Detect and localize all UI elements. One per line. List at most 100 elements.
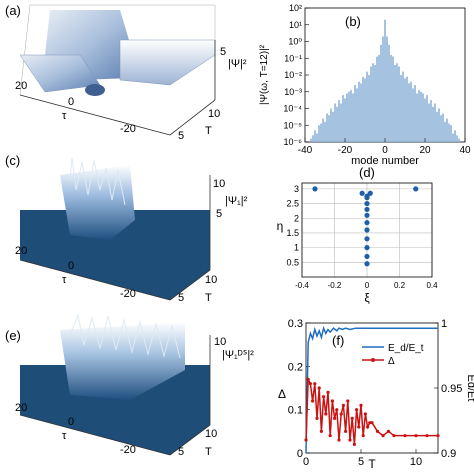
chart-f-ytick-left-label: 0 — [297, 448, 303, 460]
chart-f-xtick-label: 0 — [303, 456, 309, 468]
chart-b-ytick-label: 10² — [289, 3, 302, 13]
chart-d-point — [364, 245, 370, 251]
chart-b-bar — [316, 133, 318, 142]
chart-b-bar — [314, 130, 316, 142]
chart-b-bar — [354, 85, 356, 142]
panel-a-zlabel: |Ψ|² — [228, 58, 247, 70]
chart-b-ytick-label: 10⁻¹ — [284, 53, 302, 63]
chart-b-bar — [388, 44, 390, 142]
chart-b-bar — [446, 118, 448, 142]
panel-c-xlabel: τ — [62, 274, 67, 286]
chart-f-ylabel-left: Δ — [278, 387, 286, 401]
chart-f-series-point — [304, 438, 308, 442]
chart-b-bar — [432, 106, 434, 142]
panel-e-xtick-2: -20 — [120, 444, 136, 456]
chart-b-bar — [438, 108, 440, 142]
chart-b-bar — [422, 93, 424, 142]
panel-e-ylabel: T — [205, 446, 212, 458]
chart-b-xlabel: mode number — [351, 155, 419, 165]
chart-b-panel-label: (b) — [345, 14, 361, 29]
chart-b-xtick-label: 40 — [459, 145, 471, 156]
chart-d-point — [413, 186, 419, 192]
chart-f-series-point — [357, 425, 361, 429]
chart-f-series-point — [315, 416, 319, 420]
chart-b-bar — [372, 63, 374, 142]
chart-b: 10⁻⁶ 10⁻⁵ 10⁻⁴ 10⁻³ 10⁻² 10⁻¹ 10⁰ 10¹ 10² -40 -20 0… — [259, 3, 471, 165]
panel-e-xlabel: τ — [62, 430, 67, 442]
chart-d-point — [364, 253, 370, 260]
chart-b-bar — [328, 115, 330, 142]
chart-b-bar — [420, 91, 422, 142]
chart-f-ytick-left-label: 0.2 — [288, 361, 303, 373]
chart-b-bar — [452, 133, 454, 142]
chart-b-bar — [402, 71, 404, 142]
panel-c-zlabel: |Ψ₁|² — [225, 195, 248, 207]
chart-b-bar — [368, 75, 370, 142]
chart-f-series-point — [313, 382, 317, 386]
chart-b-bar — [380, 44, 382, 142]
panel-e-ytick-0: 5 — [178, 446, 185, 458]
chart-f-series-point — [361, 434, 365, 438]
panel-e-ztick: 10 — [214, 336, 227, 348]
chart-b-bar — [330, 108, 332, 142]
chart-f-series-point — [306, 377, 310, 381]
chart-b-bar — [320, 123, 322, 142]
chart-b-bar — [418, 90, 420, 142]
chart-b-bar — [406, 76, 408, 142]
panel-c: (c) |Ψ₁|² 10 5 20 0 -20 τ 5 10 T — [0, 150, 250, 310]
chart-f-series-point — [436, 434, 440, 438]
chart-d-panel-label: (d) — [359, 165, 375, 180]
panel-a-xtick-2: -20 — [120, 123, 136, 135]
panel-c-ztick-1: 5 — [216, 208, 223, 220]
chart-f-series-point — [317, 386, 321, 390]
chart-b-bar — [458, 138, 460, 142]
chart-f-series-line-0 — [305, 325, 438, 454]
chart-d-ytick-label: 2.5 — [286, 199, 299, 209]
chart-b-bar — [322, 118, 324, 142]
chart-d-ytick-label: 1.5 — [286, 228, 299, 238]
chart-d-ytick-label: 2 — [294, 213, 299, 223]
chart-f-series-point — [335, 408, 339, 412]
chart-b-bar — [382, 36, 384, 142]
chart-b-bar — [440, 115, 442, 142]
chart-f-legend-label: E_d/E_t — [388, 343, 424, 354]
panel-a-label: (a) — [5, 3, 21, 18]
chart-d-xtick-label: -0.4 — [295, 281, 309, 290]
chart-d-xlabel: ξ — [364, 291, 370, 305]
chart-b-bar — [312, 135, 314, 142]
chart-b-bar — [318, 125, 320, 142]
chart-b-bar — [334, 103, 336, 142]
chart-b-bar — [366, 71, 368, 142]
chart-d-point — [312, 186, 318, 192]
chart-f-series-point — [381, 434, 385, 438]
chart-d-ytick-label: 1 — [294, 243, 299, 253]
chart-b-bar — [412, 88, 414, 142]
chart-f-series-point — [337, 438, 341, 442]
chart-f-series-point — [339, 412, 343, 416]
chart-f-xlabel: T — [368, 457, 376, 469]
chart-f-series-point — [324, 412, 328, 416]
chart-d: 0.5 1 1.5 2 2.5 3 -0.4 -0.2 0 0.2 0.4 ξ η (d) — [277, 165, 438, 305]
chart-b-xtick-label: 0 — [382, 145, 388, 156]
chart-f-ytick-left-label: 0.1 — [288, 405, 303, 417]
chart-b-bar — [456, 135, 458, 142]
chart-b-bar — [332, 111, 334, 142]
chart-b-bar — [408, 83, 410, 142]
chart-b-bar — [384, 19, 386, 143]
panel-e-xtick-0: 20 — [15, 402, 28, 414]
chart-d-xtick-label: 0.2 — [394, 281, 406, 290]
chart-b-bar — [424, 98, 426, 142]
chart-f-xtick-label: 5 — [358, 456, 364, 468]
chart-f-series-point — [341, 403, 345, 407]
chart-f-series-point — [403, 434, 407, 438]
chart-b-bar — [454, 130, 456, 142]
panel-a-ylabel: T — [205, 125, 212, 137]
chart-f-legend-marker — [371, 358, 375, 362]
chart-b-bar — [398, 66, 400, 142]
chart-d-point — [364, 236, 370, 242]
chart-b-ytick-label: 10¹ — [289, 20, 302, 30]
chart-d-xtick-label: 0 — [365, 281, 370, 290]
chart-b-bar — [414, 85, 416, 142]
chart-b-bar — [404, 78, 406, 142]
chart-f-series-point — [346, 399, 350, 403]
